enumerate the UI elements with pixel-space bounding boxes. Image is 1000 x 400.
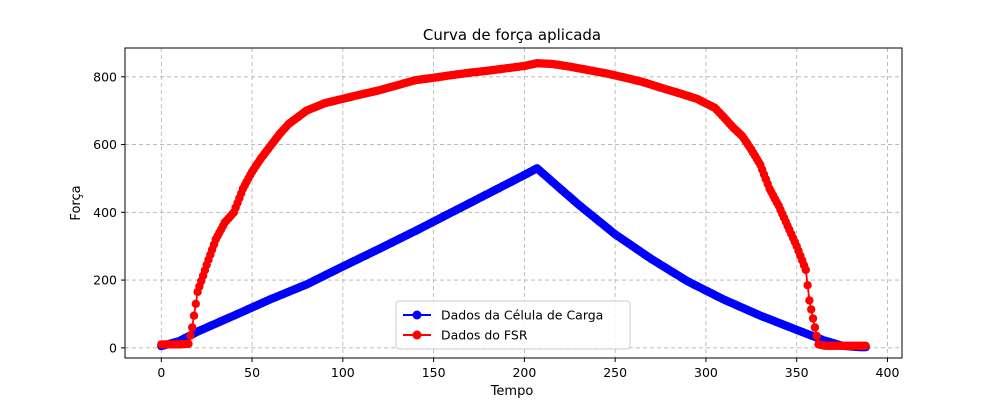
x-tick-label: 300 <box>694 365 718 380</box>
y-tick-label: 800 <box>93 69 117 84</box>
x-axis-label: Tempo <box>490 384 534 399</box>
data-point <box>812 331 821 341</box>
y-tick-label: 200 <box>93 273 117 288</box>
x-tick-label: 150 <box>422 365 446 380</box>
x-tick-label: 400 <box>876 365 900 380</box>
legend: Dados da Célula de Carga Dados do FSR <box>395 300 631 350</box>
data-point <box>188 323 197 332</box>
x-tick-label: 250 <box>603 365 627 380</box>
data-point <box>810 323 820 332</box>
legend-label-fsr: Dados do FSR <box>441 328 528 343</box>
y-tick-label: 600 <box>93 137 117 152</box>
data-point <box>808 314 818 323</box>
data-point <box>184 339 193 348</box>
y-tick-label: 400 <box>93 205 117 220</box>
x-tick-label: 200 <box>512 365 536 380</box>
data-point <box>861 341 870 350</box>
series-1 <box>157 59 870 350</box>
x-tick-label: 350 <box>785 365 809 380</box>
y-tick-label: 0 <box>109 340 117 355</box>
grid <box>125 48 902 358</box>
legend-marker-cell <box>412 310 422 320</box>
legend-box <box>395 300 631 350</box>
y-axis-label: Força <box>69 185 84 220</box>
x-tick-label: 0 <box>157 365 165 380</box>
data-point <box>801 265 810 275</box>
plot-series <box>157 59 870 352</box>
legend-label-cell: Dados da Célula de Carga <box>441 308 603 323</box>
x-tick-label: 50 <box>244 365 260 380</box>
axis-ticks: 0 50 100 150 200 250 300 350 400 0 200 400 600 800 <box>93 69 899 380</box>
plot-frame <box>124 47 903 359</box>
data-point <box>803 281 812 290</box>
chart-title: Curva de força aplicada <box>423 26 601 44</box>
data-point <box>805 296 814 305</box>
data-point <box>807 305 816 314</box>
x-tick-label: 100 <box>331 365 355 380</box>
data-point <box>186 331 195 340</box>
legend-marker-fsr <box>412 330 422 340</box>
data-point <box>189 311 199 320</box>
data-point <box>191 299 200 308</box>
